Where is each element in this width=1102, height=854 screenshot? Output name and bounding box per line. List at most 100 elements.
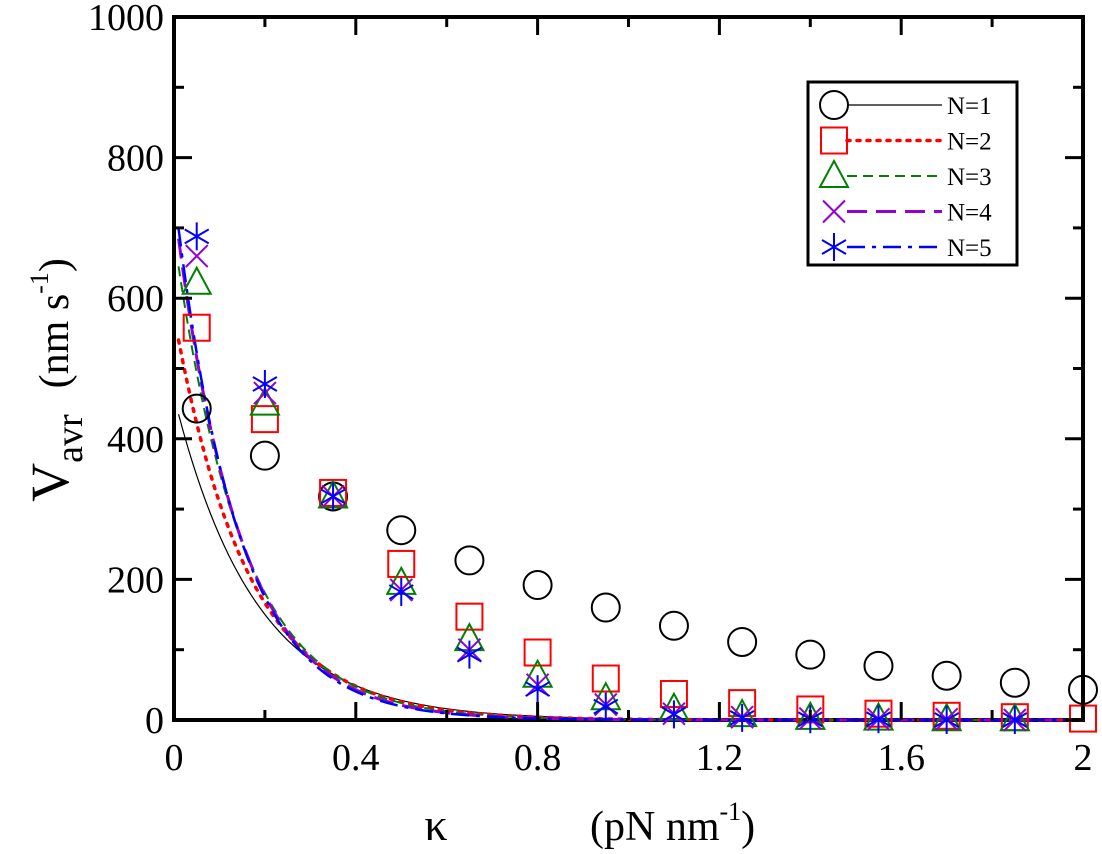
data-point-n5 — [1002, 706, 1028, 734]
marker-shape — [661, 700, 687, 729]
marker-shape — [320, 482, 346, 511]
marker-shape — [1002, 706, 1028, 734]
data-point-n1 — [249, 440, 280, 471]
y-tick-label: 1000 — [88, 0, 164, 39]
x-tick-label: 1.6 — [877, 737, 925, 779]
data-point-n2 — [182, 313, 211, 342]
data-point-n1 — [658, 610, 689, 641]
y-tick-label: 0 — [145, 700, 164, 742]
data-point-n2 — [523, 638, 552, 667]
x-tick-label: 2 — [1074, 737, 1093, 779]
x-axis-symbol: κ — [424, 799, 447, 850]
marker-shape — [249, 386, 281, 416]
legend-label: N=5 — [947, 235, 992, 262]
data-point-n2 — [591, 664, 620, 693]
data-point-n5 — [525, 675, 551, 704]
legend-label: N=1 — [947, 93, 992, 120]
legend-marker — [822, 199, 846, 224]
y-axis-subscript: avr — [49, 414, 91, 463]
marker-shape — [454, 545, 485, 576]
data-point-n5 — [593, 692, 619, 721]
data-point-n5 — [388, 578, 414, 607]
data-point-n5 — [661, 700, 687, 729]
legend-box — [806, 80, 1019, 267]
legend-marker — [819, 90, 849, 120]
data-point-n3 — [249, 386, 281, 416]
y-tick-label: 400 — [107, 419, 164, 461]
fit-curve-n5 — [177, 228, 1083, 722]
marker-shape — [591, 664, 620, 693]
x-tick-label: 0 — [165, 737, 184, 779]
marker-shape — [523, 638, 552, 667]
y-axis-symbol: V — [20, 463, 80, 502]
legend-label: N=4 — [947, 200, 992, 227]
marker-shape — [386, 515, 417, 546]
marker-shape — [252, 369, 278, 398]
marker-shape — [455, 602, 484, 631]
data-point-n2 — [455, 602, 484, 631]
svg-text:Vavr(nm s-1): Vavr (nm s-1) — [20, 258, 91, 502]
data-point-n2 — [250, 405, 279, 434]
x-axis-unit: (pN nm-1) — [590, 797, 755, 850]
legend-marker — [820, 126, 848, 155]
data-point-n5 — [865, 705, 891, 734]
data-point-n5 — [320, 482, 346, 511]
legend-marker — [818, 158, 850, 188]
x-axis-unit-exponent: -1 — [720, 797, 742, 826]
y-tick-label: 200 — [107, 559, 164, 601]
data-point-n1 — [999, 667, 1030, 698]
data-point-n1 — [454, 545, 485, 576]
fit-curve-n4 — [177, 238, 1083, 722]
marker-shape — [795, 639, 826, 670]
data-point-n3 — [181, 265, 213, 295]
marker-shape — [820, 126, 848, 155]
data-point-n1 — [727, 626, 758, 657]
legend-marker — [821, 233, 847, 261]
y-axis-unit-exponent: -1 — [25, 272, 54, 294]
marker-shape — [182, 313, 211, 342]
legend-label: N=3 — [947, 164, 992, 191]
y-axis-title: Vavr (nm s-1) — [20, 258, 91, 502]
marker-shape — [456, 640, 482, 669]
data-markers — [181, 222, 1098, 734]
marker-shape — [250, 405, 279, 434]
legend-label: N=2 — [947, 129, 992, 156]
axis-ticks: 0 0.4 0.8 1.2 1.6 2 0 200 400 600 800 1000 — [88, 0, 1093, 779]
fit-curve-n3 — [177, 266, 1083, 721]
marker-shape — [593, 692, 619, 721]
data-point-n1 — [386, 515, 417, 546]
data-point-n4 — [185, 244, 209, 268]
marker-shape — [185, 244, 209, 268]
marker-shape — [184, 222, 210, 251]
fit-curves — [176, 228, 1085, 722]
marker-shape — [821, 233, 847, 261]
data-point-n1 — [590, 592, 621, 623]
marker-shape — [818, 158, 850, 188]
marker-shape — [388, 578, 414, 607]
y-tick-label: 800 — [107, 138, 164, 180]
data-point-n2 — [387, 549, 416, 578]
data-point-n1 — [931, 660, 962, 691]
data-point-n5 — [456, 640, 482, 669]
x-tick-label: 0.8 — [514, 737, 562, 779]
data-point-n1 — [863, 650, 894, 681]
data-point-n5 — [184, 222, 210, 251]
y-tick-label: 600 — [107, 278, 164, 320]
marker-shape — [931, 660, 962, 691]
fit-curve-n1 — [177, 414, 1083, 721]
x-tick-label: 0.4 — [332, 737, 380, 779]
y-axis-unit: (nm s — [32, 294, 78, 389]
legend: N=1 N=2 N=3 N=4 N=5 — [806, 80, 1019, 267]
marker-shape — [658, 610, 689, 641]
marker-shape — [727, 626, 758, 657]
marker-shape — [863, 650, 894, 681]
data-point-n1 — [522, 570, 553, 601]
data-point-n1 — [795, 639, 826, 670]
marker-shape — [181, 265, 213, 295]
x-axis-unit-open: (pN nm — [590, 804, 720, 850]
marker-shape — [822, 199, 846, 224]
marker-shape — [249, 440, 280, 471]
marker-shape — [934, 706, 960, 734]
x-axis-unit-close: ) — [741, 804, 755, 850]
